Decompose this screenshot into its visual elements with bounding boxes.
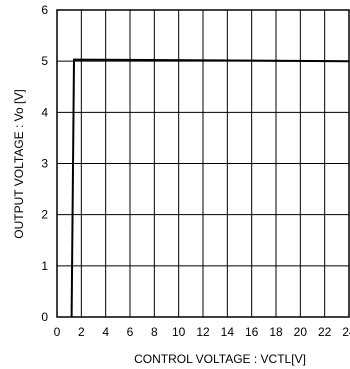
y-tick-labels: 0 1 2 3 4 5 6 [41,3,48,324]
y-tick-label: 5 [41,54,48,68]
y-tick-label: 3 [41,157,48,171]
x-tick-label: 8 [151,325,158,339]
x-tick-label: 14 [221,325,235,339]
y-tick-label: 2 [41,208,48,222]
y-tick-label: 6 [41,3,48,17]
y-tick-label: 1 [41,259,48,273]
x-tick-label: 18 [269,325,283,339]
x-tick-label: 0 [54,325,61,339]
x-tick-label: 2 [78,325,85,339]
x-tick-label: 20 [294,325,308,339]
y-tick-label: 0 [41,310,48,324]
x-tick-labels: 024681012141618202224 [54,325,350,339]
x-tick-label: 10 [172,325,186,339]
series-line [70,58,350,318]
x-tick-label: 16 [245,325,259,339]
x-tick-label: 24 [342,325,350,339]
x-tick-label: 6 [127,325,134,339]
x-axis-label: CONTROL VOLTAGE : VCTL[V] [134,352,306,366]
plot-frame [56,9,350,318]
x-tick-label: 4 [102,325,109,339]
series-layer [70,58,350,318]
y-axis-label: OUTPUT VOLTAGE : Vo [V] [12,89,26,238]
x-tick-label: 12 [196,325,210,339]
grid [56,9,350,318]
x-tick-label: 22 [318,325,332,339]
y-tick-label: 4 [41,105,48,119]
